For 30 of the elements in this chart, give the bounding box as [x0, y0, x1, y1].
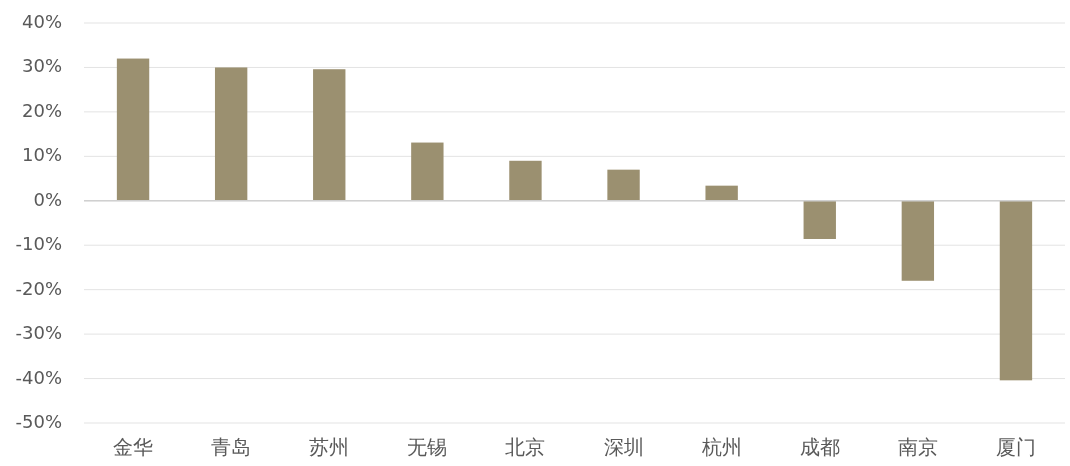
x-tick-label: 北京	[505, 435, 546, 459]
y-tick-label: -30%	[15, 322, 62, 344]
y-tick-label: -10%	[15, 233, 62, 255]
bar	[803, 200, 836, 239]
x-tick-label: 苏州	[309, 435, 350, 459]
bar	[509, 160, 542, 201]
bar	[116, 58, 150, 201]
y-tick-label: -50%	[15, 411, 62, 432]
y-tick-label: -40%	[15, 366, 62, 388]
x-tick-label: 杭州	[700, 435, 742, 459]
y-tick-label: 10%	[21, 144, 62, 166]
x-tick-label: 南京	[897, 435, 938, 459]
x-tick-label: 成都	[799, 435, 840, 459]
bar	[607, 169, 640, 201]
y-tick-label: -20%	[15, 277, 62, 299]
x-tick-label: 深圳	[603, 435, 644, 459]
bar	[411, 142, 444, 201]
bar	[999, 200, 1033, 381]
y-tick-label: 20%	[21, 99, 62, 121]
y-tick-label: 30%	[21, 55, 62, 77]
bar	[901, 200, 935, 281]
bar	[705, 185, 738, 201]
bar	[313, 69, 346, 201]
x-tick-label: 无锡	[407, 435, 448, 459]
x-tick-label: 青岛	[211, 435, 252, 459]
bar	[214, 67, 248, 201]
x-tick-label: 金华	[113, 435, 154, 459]
y-tick-label: 0%	[33, 188, 62, 210]
x-tick-label: 厦门	[995, 435, 1036, 459]
y-tick-label: 40%	[21, 11, 62, 32]
